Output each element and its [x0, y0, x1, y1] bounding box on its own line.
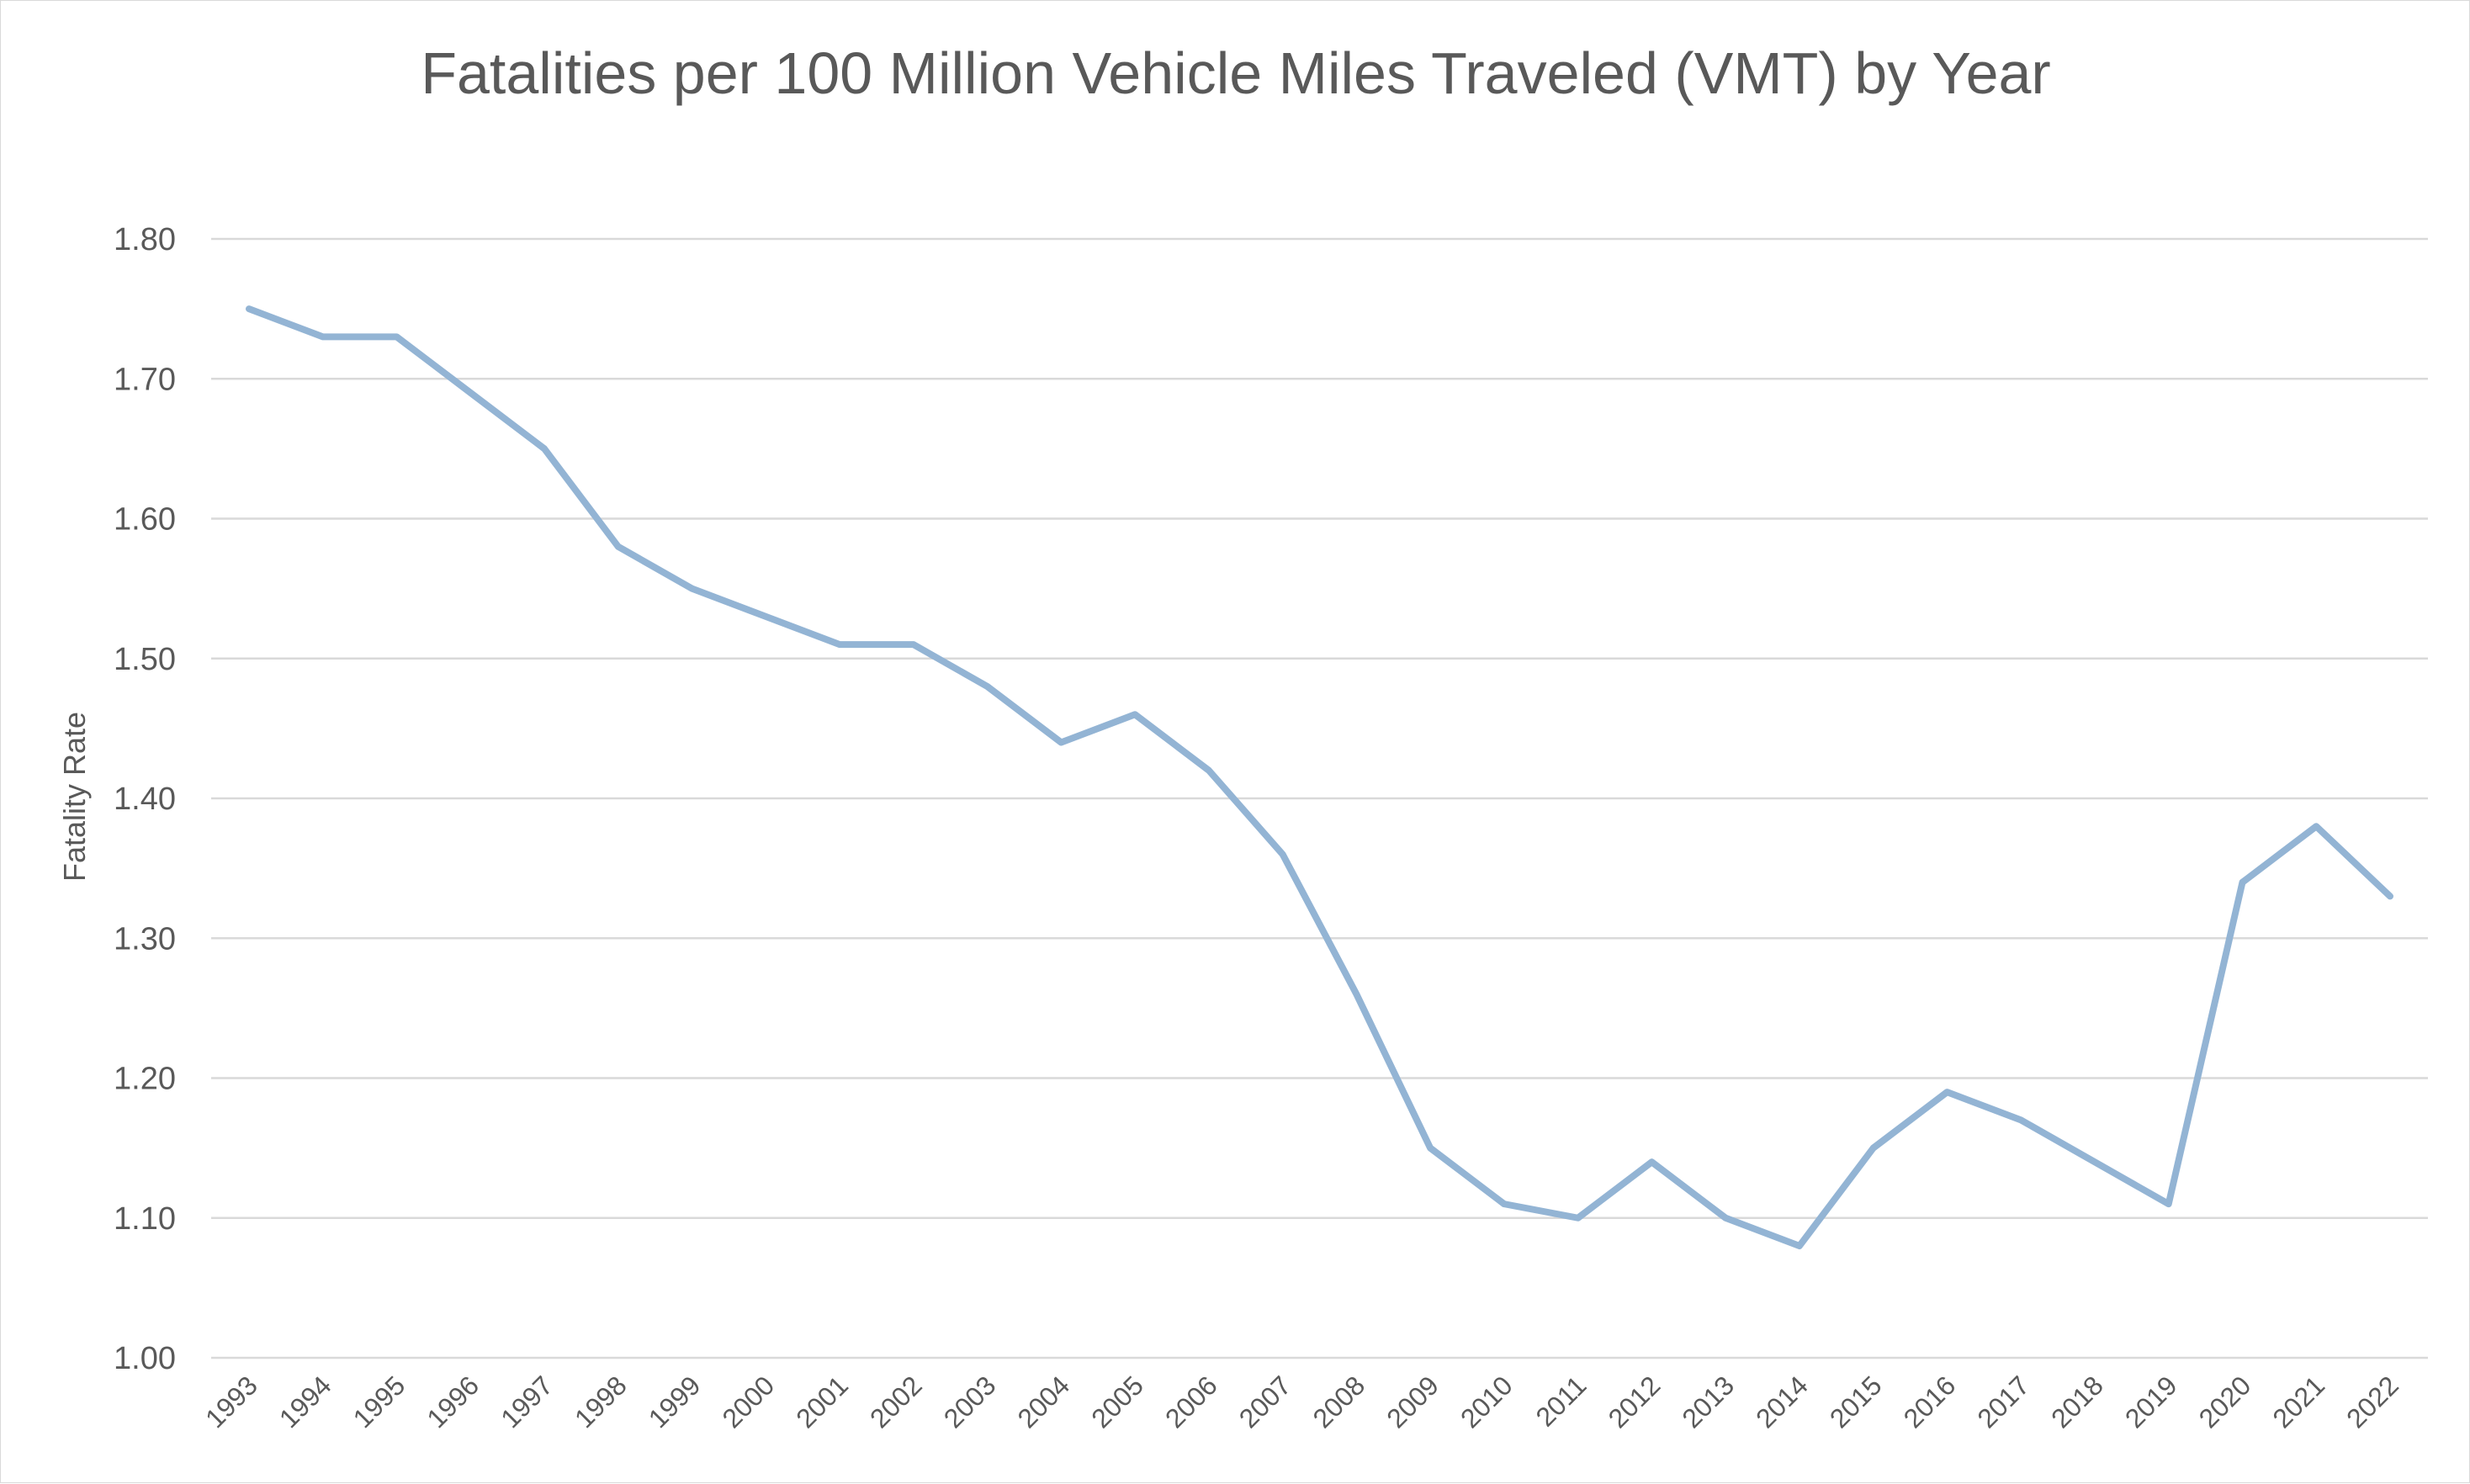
x-tick-label: 2012 — [1603, 1370, 1667, 1434]
gridlines — [211, 239, 2428, 1358]
x-tick-label: 2018 — [2045, 1370, 2109, 1434]
x-tick-label: 2019 — [2119, 1370, 2183, 1434]
x-tick-label: 2016 — [1898, 1370, 1962, 1434]
x-tick-label: 2021 — [2266, 1370, 2330, 1434]
y-axis-label: Fatality Rate — [57, 712, 92, 882]
y-tick-label: 1.00 — [114, 1341, 176, 1376]
series-line — [249, 309, 2390, 1246]
y-tick-label: 1.10 — [114, 1201, 176, 1237]
x-tick-label: 2022 — [2340, 1370, 2404, 1434]
x-tick-label: 2005 — [1085, 1370, 1149, 1434]
y-tick-label: 1.40 — [114, 782, 176, 817]
x-tick-label: 2011 — [1529, 1370, 1592, 1432]
x-tick-label: 1995 — [347, 1370, 411, 1434]
x-tick-label: 1993 — [199, 1370, 263, 1434]
x-tick-label: 2000 — [716, 1370, 780, 1434]
y-tick-label: 1.50 — [114, 642, 176, 677]
x-tick-label: 2013 — [1676, 1370, 1740, 1434]
y-tick-label: 1.80 — [114, 222, 176, 257]
x-tick-label: 2010 — [1455, 1370, 1519, 1434]
y-tick-label: 1.60 — [114, 502, 176, 538]
x-tick-label: 1999 — [643, 1370, 707, 1434]
x-tick-label: 2004 — [1012, 1370, 1076, 1434]
x-tick-label: 2020 — [2193, 1370, 2257, 1434]
x-tick-label: 2015 — [1824, 1370, 1888, 1434]
chart-title: Fatalities per 100 Million Vehicle Miles… — [421, 40, 2051, 106]
x-tick-label: 1997 — [495, 1370, 559, 1434]
y-tick-label: 1.70 — [114, 362, 176, 397]
x-tick-label: 2002 — [864, 1370, 928, 1434]
series-layer — [249, 309, 2390, 1246]
x-tick-label: 2009 — [1381, 1370, 1444, 1434]
y-tick-label: 1.30 — [114, 921, 176, 957]
x-tick-label: 2007 — [1233, 1370, 1297, 1434]
x-tick-label: 1994 — [273, 1370, 337, 1434]
x-tick-label: 2017 — [1971, 1370, 2035, 1434]
y-tick-label: 1.20 — [114, 1062, 176, 1097]
x-tick-label: 1996 — [421, 1370, 485, 1434]
x-tick-label: 2001 — [790, 1370, 854, 1434]
x-tick-label: 1998 — [569, 1370, 633, 1434]
x-tick-label: 2003 — [938, 1370, 1002, 1434]
x-tick-label: 2006 — [1159, 1370, 1223, 1434]
x-tick-label: 2008 — [1307, 1370, 1371, 1434]
y-axis-ticks: 1.00 1.10 1.20 1.30 1.40 1.50 1.60 1.70 1.80 — [114, 222, 176, 1376]
x-tick-label: 2014 — [1750, 1370, 1814, 1434]
